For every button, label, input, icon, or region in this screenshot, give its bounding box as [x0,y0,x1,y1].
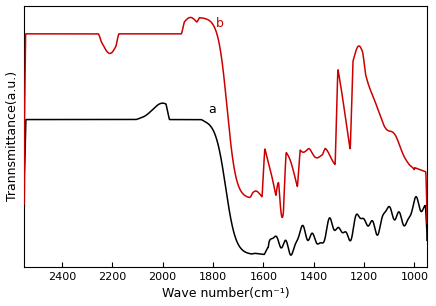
Y-axis label: Trannsmittance(a.u.): Trannsmittance(a.u.) [6,71,19,201]
X-axis label: Wave number(cm⁻¹): Wave number(cm⁻¹) [162,287,290,300]
Text: b: b [215,17,223,30]
Text: a: a [208,103,216,116]
